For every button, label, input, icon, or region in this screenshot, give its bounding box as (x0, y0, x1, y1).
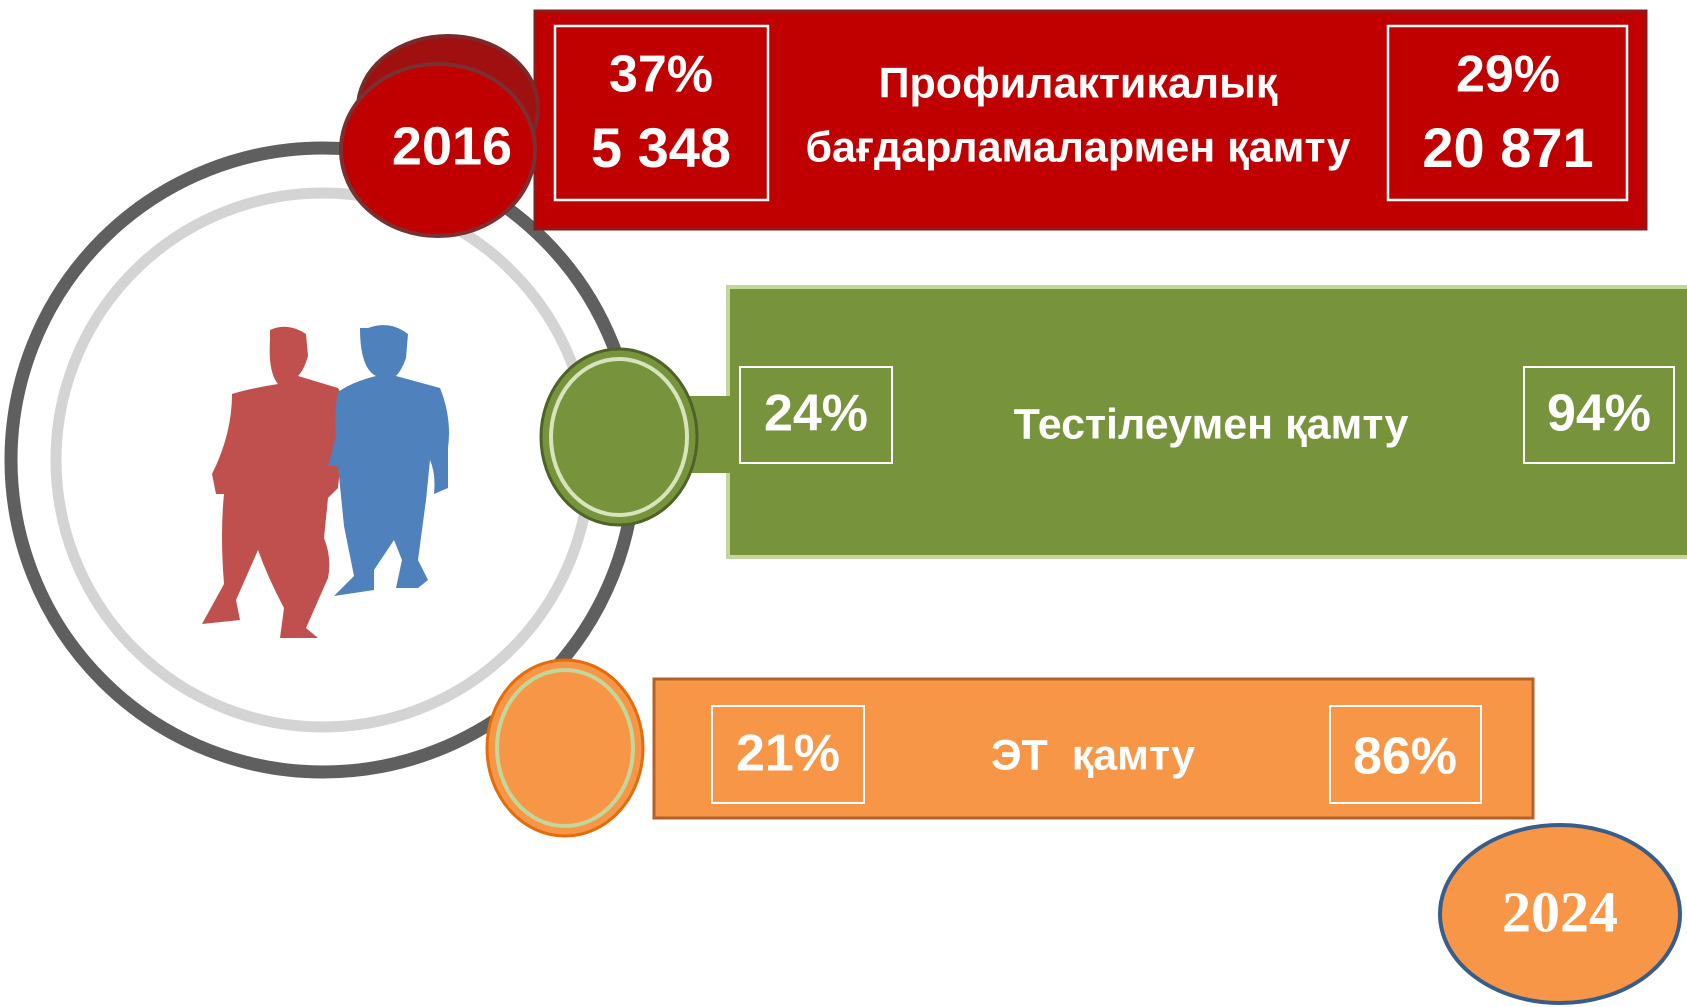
people-icon (202, 325, 449, 638)
row-circle-inner (495, 668, 635, 828)
start-box (553, 24, 770, 202)
row-circle (485, 658, 645, 838)
row-label: бағдарламалармен қамту (805, 123, 1350, 171)
row-label: Профилактикалық (879, 59, 1278, 107)
end-box (1386, 24, 1629, 202)
year-circle (339, 62, 537, 238)
year-end: 2024 (1502, 879, 1618, 944)
start-box (739, 366, 893, 464)
start-percent: 24% (764, 385, 868, 443)
start-box (711, 705, 865, 804)
row-label: ЭТ қамту (991, 731, 1195, 779)
row-label: Тестілеумен қамту (1014, 400, 1409, 448)
end-percent: 86% (1353, 728, 1457, 786)
row-bar (726, 285, 1687, 559)
year-circle (1438, 823, 1682, 1005)
end-percent: 94% (1547, 385, 1651, 443)
end-box (1523, 366, 1675, 464)
end-box (1329, 705, 1482, 804)
end-count: 20 871 (1422, 116, 1593, 179)
row-circle (539, 347, 699, 527)
start-percent: 37% (609, 46, 713, 104)
row-circle-inner (549, 357, 689, 517)
year-start: 2016 (392, 116, 512, 176)
start-percent: 21% (736, 725, 840, 783)
end-percent: 29% (1456, 46, 1560, 104)
start-count: 5 348 (591, 116, 731, 179)
row-bar (533, 9, 1648, 231)
row-bar (652, 677, 1535, 820)
